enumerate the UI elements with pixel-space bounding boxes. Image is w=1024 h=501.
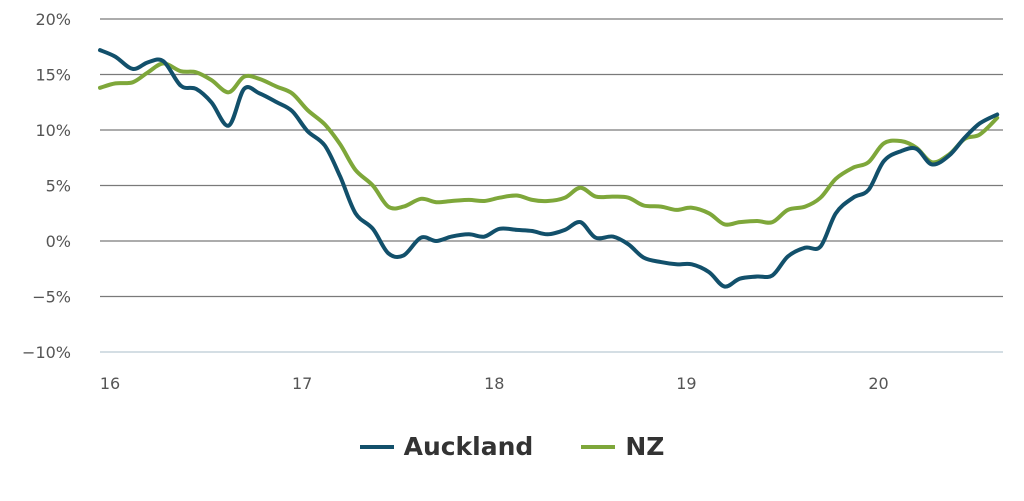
x-tick-label-3: 19	[676, 374, 696, 393]
legend-label-nz: NZ	[625, 432, 665, 461]
grid-lines	[100, 18, 1003, 353]
legend-swatch-auckland	[359, 444, 394, 449]
y-tick-label-5: −5%	[32, 288, 71, 307]
x-tick-label-4: 20	[868, 374, 888, 393]
x-tick-label-2: 18	[484, 374, 504, 393]
y-tick-label-6: −10%	[22, 343, 71, 362]
series-lines	[98, 48, 1000, 289]
legend-swatch-nz	[581, 444, 616, 449]
y-tick-label-4: 0%	[46, 232, 71, 251]
legend-item-nz: NZ	[581, 432, 664, 461]
legend: Auckland NZ	[0, 432, 1024, 461]
y-tick-label-1: 15%	[35, 66, 71, 85]
y-tick-label-3: 5%	[46, 177, 71, 196]
y-tick-label-2: 10%	[35, 121, 71, 140]
x-tick-label-0: 16	[100, 374, 120, 393]
y-tick-label-0: 20%	[35, 10, 71, 29]
legend-label-auckland: Auckland	[403, 432, 534, 461]
y-axis-tick-labels: 20% 15% 10% 5% 0% −5% −10%	[22, 10, 71, 362]
x-axis-tick-labels: 16 17 18 19 20	[100, 374, 889, 393]
x-tick-label-1: 17	[292, 374, 312, 393]
legend-item-auckland: Auckland	[359, 432, 534, 461]
series-line-nz	[98, 61, 1000, 227]
series-line-auckland	[98, 48, 1000, 289]
